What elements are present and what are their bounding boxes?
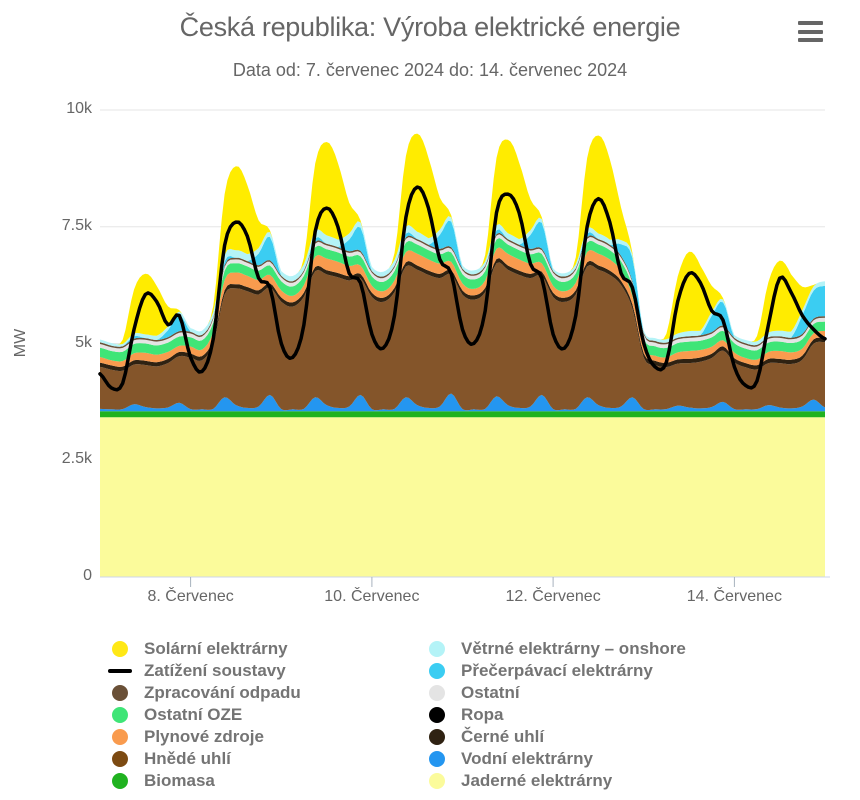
legend-item-cerne[interactable]: Černé uhlí: [429, 726, 686, 748]
plot-area[interactable]: [98, 109, 830, 587]
load-line: [98, 185, 827, 392]
legend-circle-marker: [112, 641, 128, 657]
legend-line-marker: [108, 669, 132, 673]
x-tick-label: 8. Červenec: [147, 588, 234, 605]
area-oze: [100, 238, 825, 362]
legend-label: Solární elektrárny: [144, 639, 288, 658]
legend-circle-marker: [112, 773, 128, 789]
legend-circle-marker: [429, 685, 445, 701]
legend-column-left: Solární elektrárny Zatížení soustavy Zprac…: [108, 638, 301, 792]
legend-item-solar[interactable]: Solární elektrárny: [112, 638, 301, 660]
y-tick-label: 0: [83, 567, 92, 584]
legend-circle-marker: [429, 729, 445, 745]
legend-item-hnede[interactable]: Hnědé uhlí: [112, 748, 301, 770]
y-tick-label: 7.5k: [61, 216, 92, 234]
legend-label: Vodní elektrárny: [461, 749, 593, 768]
legend-item-ropa[interactable]: Ropa: [429, 704, 686, 726]
chart-context-menu-button[interactable]: [798, 21, 823, 42]
legend-label: Hnědé uhlí: [144, 749, 231, 768]
legend-column-right: Větrné elektrárny – onshore Přečerpávací …: [429, 638, 686, 792]
area-biomasa: [100, 411, 825, 418]
legend-label: Jaderné elektrárny: [461, 771, 613, 790]
area-precerp: [100, 220, 825, 347]
y-tick-label: 5k: [75, 333, 92, 351]
legend-circle-marker: [112, 751, 128, 767]
legend-label: Přečerpávací elektrárny: [461, 661, 653, 680]
legend-label: Větrné elektrárny – onshore: [461, 639, 686, 658]
legend-item-jaderne[interactable]: Jaderné elektrárny: [429, 770, 686, 792]
legend-label: Biomasa: [144, 771, 215, 790]
legend-item-oze[interactable]: Ostatní OZE: [112, 704, 301, 726]
legend-circle-marker: [429, 663, 445, 679]
area-plyn: [100, 247, 825, 367]
legend-circle-marker: [112, 685, 128, 701]
legend-item-ostatni[interactable]: Ostatní: [429, 682, 686, 704]
chart-subtitle: Data od: 7. červenec 2024 do: 14. červen…: [232, 60, 628, 80]
area-jaderne: [100, 417, 825, 577]
legend-circle-marker: [429, 751, 445, 767]
legend-item-zprac[interactable]: Zpracování odpadu: [112, 682, 301, 704]
legend-label: Černé uhlí: [461, 727, 545, 746]
legend-item-precerp[interactable]: Přečerpávací elektrárny: [429, 660, 686, 682]
legend-label: Ostatní: [461, 683, 520, 702]
legend-item-vodni[interactable]: Vodní elektrárny: [429, 748, 686, 770]
area-vodni: [100, 393, 825, 412]
legend-item-plyn[interactable]: Plynové zdroje: [112, 726, 301, 748]
area-solar: [100, 133, 825, 345]
legend-item-vitr[interactable]: Větrné elektrárny – onshore: [429, 638, 686, 660]
legend-item-zatizeni[interactable]: Zatížení soustavy: [108, 660, 301, 682]
legend-item-biomasa[interactable]: Biomasa: [112, 770, 301, 792]
legend-circle-marker: [429, 707, 445, 723]
y-tick-label: 2.5k: [61, 450, 92, 468]
legend-label: Ropa: [461, 705, 504, 724]
legend-circle-marker: [429, 641, 445, 657]
x-tick-label: 12. Červenec: [505, 588, 601, 605]
legend-circle-marker: [112, 707, 128, 723]
x-tick-label: 14. Červenec: [686, 588, 782, 605]
legend-label: Plynové zdroje: [144, 727, 264, 746]
menu-icon: [798, 38, 823, 42]
legend-label: Zpracování odpadu: [144, 683, 301, 702]
area-hnede: [100, 262, 825, 411]
legend-circle-marker: [429, 773, 445, 789]
legend-circle-marker: [112, 729, 128, 745]
menu-icon: [798, 21, 823, 25]
y-tick-label: 10k: [66, 100, 92, 117]
legend-label: Zatížení soustavy: [144, 661, 286, 680]
chart-title: Česká republika: Výroba elektrické energ…: [179, 12, 681, 42]
legend-label: Ostatní OZE: [144, 705, 243, 724]
menu-icon: [798, 29, 823, 34]
x-tick-label: 10. Červenec: [324, 588, 420, 605]
area-cerne: [100, 258, 825, 372]
